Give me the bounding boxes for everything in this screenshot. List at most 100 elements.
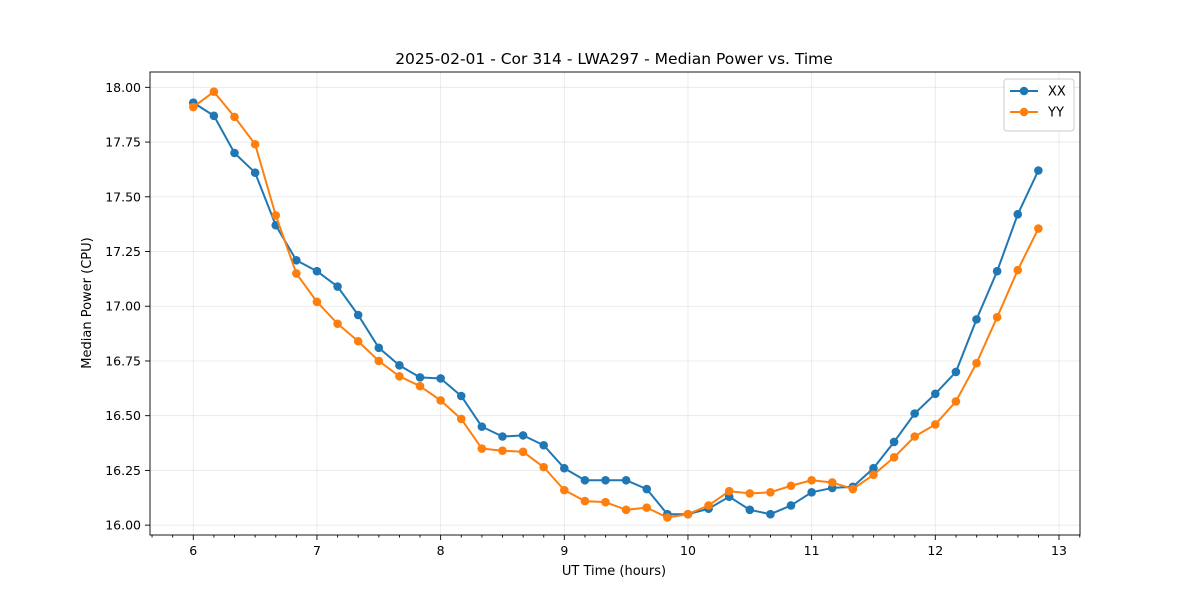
data-point-xx [518,431,528,440]
data-point-xx [889,437,899,447]
legend: XX YY [1003,78,1075,132]
data-point-xx [745,505,755,515]
data-point-xx [601,475,610,485]
data-point-yy [745,489,755,498]
data-point-yy [827,478,837,487]
data-point-yy [642,503,652,512]
data-point-yy [518,447,528,457]
data-point-yy [580,496,590,506]
data-point-yy [910,432,919,441]
plot-series [188,87,1043,522]
y-tick-label: 16.00 [105,518,141,533]
data-point-yy [209,87,219,97]
data-point-yy [312,297,322,307]
data-point-yy [807,475,816,485]
legend-item-yy: YY [1010,106,1064,121]
series-yy [188,87,1043,522]
data-point-xx [910,409,919,418]
x-tick-label: 12 [927,543,943,558]
data-point-yy [621,505,631,515]
legend-label: YY [1047,106,1064,121]
data-point-yy [601,497,610,507]
y-axis: 16.00 16.25 16.50 16.75 17.00 17.25 17.50 17.75… [105,80,150,533]
data-point-yy [724,486,734,496]
data-point-xx [292,255,301,265]
data-point-yy [931,420,940,429]
data-point-xx [395,361,404,370]
data-point-xx [992,266,1002,276]
data-point-yy [436,396,445,405]
data-point-xx [951,367,961,377]
data-point-yy [972,358,981,368]
data-point-yy [766,488,775,497]
data-point-xx [333,282,342,291]
data-point-yy [292,269,301,278]
x-tick-label: 8 [437,543,445,558]
data-point-xx [312,266,322,276]
data-point-yy [559,485,569,495]
legend-label: XX [1048,85,1066,100]
series-line-yy [192,90,1040,519]
data-point-yy [704,501,713,510]
data-point-yy [415,381,425,391]
data-point-xx [539,440,548,450]
data-point-xx [250,168,260,177]
x-tick-label: 11 [804,543,820,558]
data-point-xx [931,389,940,399]
y-tick-label: 16.25 [105,463,141,478]
data-point-xx [807,488,816,497]
data-point-yy [539,462,548,472]
data-point-yy [395,371,404,381]
data-point-yy [663,513,672,522]
grid [150,72,1080,535]
y-tick-label: 17.50 [105,189,141,204]
legend-marker [1019,107,1029,117]
data-point-yy [250,139,260,149]
x-tick-label: 13 [1051,543,1067,558]
y-tick-label: 18.00 [105,80,141,95]
data-point-yy [1034,224,1043,233]
data-point-xx [766,509,775,519]
data-point-xx [374,343,384,353]
data-point-xx [621,475,631,485]
data-point-yy [477,444,487,453]
data-point-xx [436,374,445,383]
data-point-yy [353,336,363,346]
data-point-yy [992,312,1002,322]
data-point-yy [230,112,239,122]
x-tick-label: 9 [560,543,568,558]
data-point-xx [477,422,487,431]
data-point-yy [848,484,858,494]
data-point-xx [869,463,878,473]
data-point-yy [951,397,961,406]
data-point-xx [559,463,569,473]
y-tick-label: 17.25 [105,244,141,259]
data-point-xx [642,484,652,494]
x-tick-label: 10 [680,543,696,558]
data-point-xx [415,373,425,382]
data-point-yy [333,319,342,329]
data-point-xx [353,310,363,320]
data-point-xx [786,501,796,510]
y-tick-label: 16.50 [105,408,141,423]
data-point-xx [209,111,219,121]
data-point-yy [271,211,281,220]
y-tick-label: 16.75 [105,353,141,368]
data-point-yy [889,452,899,462]
data-point-yy [498,446,507,456]
x-axis-title: UT Time (hours) [562,564,666,579]
data-point-yy [786,481,796,491]
data-point-yy [456,414,466,424]
x-tick-label: 6 [189,543,197,558]
data-point-yy [188,102,198,112]
data-point-xx [230,148,239,158]
data-point-xx [580,475,590,485]
data-point-yy [1013,265,1023,275]
y-tick-label: 17.00 [105,299,141,314]
data-point-yy [869,470,878,480]
data-point-yy [683,509,693,519]
y-axis-title: Median Power (CPU) [80,237,95,368]
x-tick-label: 7 [313,543,321,558]
